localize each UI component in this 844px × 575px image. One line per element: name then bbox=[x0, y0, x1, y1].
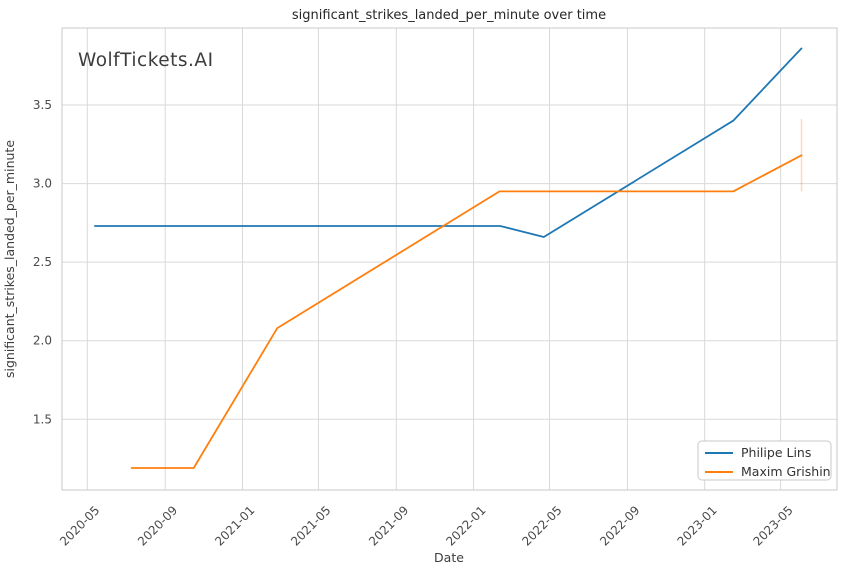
series-line bbox=[130, 154, 803, 469]
y-tick-label: 3.5 bbox=[33, 98, 52, 112]
x-tick-label: 2023-05 bbox=[750, 503, 795, 548]
y-tick-label: 2.5 bbox=[33, 255, 52, 269]
x-tick-label: 2022-09 bbox=[597, 503, 642, 548]
y-tick-label: 1.5 bbox=[33, 412, 52, 426]
x-tick-label: 2022-01 bbox=[443, 503, 488, 548]
y-tick-label: 3.0 bbox=[33, 177, 52, 191]
y-tick-label: 2.0 bbox=[33, 334, 52, 348]
series-line bbox=[94, 47, 803, 238]
legend-label: Philipe Lins bbox=[741, 445, 811, 460]
x-axis-label: Date bbox=[434, 550, 464, 565]
y-axis-label: significant_strikes_landed_per_minute bbox=[2, 140, 17, 378]
chart-title: significant_strikes_landed_per_minute ov… bbox=[292, 8, 606, 23]
legend: Philipe Lins Maxim Grishin bbox=[697, 440, 832, 481]
series-lines bbox=[94, 47, 803, 469]
x-tick-label: 2021-09 bbox=[366, 503, 411, 548]
x-tick-label: 2020-05 bbox=[57, 503, 102, 548]
watermark-text: WolfTickets.AI bbox=[78, 50, 214, 71]
x-tick-label: 2022-05 bbox=[519, 503, 564, 548]
x-tick-label: 2023-01 bbox=[674, 503, 719, 548]
x-tick-labels: 2020-05 2020-09 2021-01 2021-05 2021-09 2022-… bbox=[57, 503, 796, 548]
y-tick-labels: 1.5 2.0 2.5 3.0 3.5 bbox=[33, 98, 52, 426]
legend-box bbox=[697, 440, 832, 481]
x-tick-label: 2021-05 bbox=[288, 503, 333, 548]
gridlines bbox=[62, 28, 837, 490]
x-tick-label: 2021-01 bbox=[212, 503, 257, 548]
x-tick-label: 2020-09 bbox=[135, 503, 180, 548]
plot-border bbox=[61, 27, 838, 491]
legend-label: Maxim Grishin bbox=[741, 464, 831, 479]
